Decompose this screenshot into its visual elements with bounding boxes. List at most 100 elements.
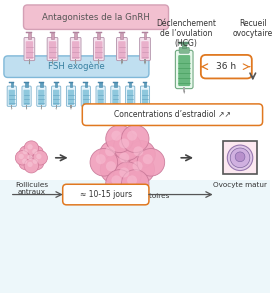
- FancyBboxPatch shape: [111, 86, 120, 106]
- Bar: [119, 32, 125, 33]
- FancyBboxPatch shape: [178, 55, 190, 86]
- FancyBboxPatch shape: [9, 90, 15, 105]
- FancyBboxPatch shape: [72, 41, 79, 59]
- FancyBboxPatch shape: [127, 90, 133, 105]
- Polygon shape: [98, 63, 99, 65]
- Circle shape: [235, 152, 245, 162]
- Bar: [144, 59, 146, 63]
- Bar: [11, 105, 12, 108]
- Bar: [113, 82, 118, 83]
- FancyBboxPatch shape: [22, 86, 31, 106]
- Bar: [25, 82, 28, 87]
- FancyBboxPatch shape: [52, 86, 61, 106]
- Circle shape: [132, 161, 143, 171]
- Circle shape: [23, 149, 28, 154]
- Polygon shape: [11, 108, 12, 110]
- Circle shape: [227, 145, 253, 170]
- Bar: [73, 32, 79, 33]
- Circle shape: [119, 139, 129, 149]
- Bar: [26, 105, 27, 108]
- Circle shape: [114, 162, 141, 189]
- Circle shape: [106, 125, 133, 152]
- FancyBboxPatch shape: [4, 56, 149, 78]
- Circle shape: [127, 175, 137, 185]
- FancyBboxPatch shape: [118, 41, 126, 59]
- FancyBboxPatch shape: [47, 37, 58, 61]
- FancyBboxPatch shape: [49, 41, 56, 59]
- Circle shape: [121, 125, 149, 152]
- Circle shape: [15, 151, 30, 165]
- Bar: [41, 105, 42, 108]
- FancyBboxPatch shape: [116, 37, 127, 61]
- Polygon shape: [129, 108, 131, 110]
- Circle shape: [30, 155, 44, 170]
- Polygon shape: [100, 108, 101, 110]
- Polygon shape: [75, 63, 76, 65]
- Text: Déclenchement
de l’ovulation
(HCG): Déclenchement de l’ovulation (HCG): [156, 19, 216, 49]
- Circle shape: [128, 141, 155, 168]
- Circle shape: [27, 155, 33, 160]
- Circle shape: [114, 133, 141, 160]
- Bar: [39, 82, 44, 83]
- Circle shape: [137, 149, 165, 176]
- Bar: [183, 87, 185, 91]
- Bar: [142, 32, 148, 33]
- FancyBboxPatch shape: [38, 90, 44, 105]
- Text: Antagonistes de la GnRH: Antagonistes de la GnRH: [42, 13, 150, 22]
- Bar: [85, 105, 86, 108]
- Bar: [55, 82, 57, 87]
- FancyBboxPatch shape: [7, 86, 16, 106]
- Text: Concentrations d’estradiol ↗↗: Concentrations d’estradiol ↗↗: [114, 110, 231, 119]
- Circle shape: [100, 156, 128, 183]
- FancyBboxPatch shape: [112, 90, 119, 105]
- Polygon shape: [121, 63, 123, 65]
- Circle shape: [96, 154, 106, 164]
- FancyBboxPatch shape: [70, 37, 81, 61]
- Text: FSH exogène: FSH exogène: [48, 62, 105, 71]
- Circle shape: [32, 149, 38, 154]
- FancyBboxPatch shape: [23, 5, 169, 29]
- Bar: [51, 33, 54, 38]
- Bar: [29, 59, 30, 63]
- Circle shape: [105, 146, 115, 156]
- Text: 36 h: 36 h: [216, 62, 237, 71]
- Bar: [120, 33, 123, 38]
- Bar: [99, 82, 102, 87]
- FancyBboxPatch shape: [140, 37, 150, 61]
- Bar: [55, 105, 57, 108]
- Bar: [223, 141, 257, 174]
- FancyBboxPatch shape: [23, 90, 30, 105]
- Circle shape: [33, 159, 38, 164]
- FancyBboxPatch shape: [93, 37, 104, 61]
- FancyBboxPatch shape: [95, 41, 102, 59]
- Bar: [144, 33, 147, 38]
- FancyBboxPatch shape: [141, 41, 149, 59]
- Bar: [9, 82, 14, 83]
- Circle shape: [19, 146, 34, 160]
- Circle shape: [24, 152, 39, 166]
- Bar: [100, 105, 101, 108]
- Bar: [98, 59, 99, 63]
- Polygon shape: [52, 63, 53, 65]
- Bar: [121, 59, 123, 63]
- FancyBboxPatch shape: [83, 90, 89, 105]
- Bar: [70, 82, 72, 87]
- FancyBboxPatch shape: [126, 86, 135, 106]
- Polygon shape: [55, 108, 57, 110]
- Bar: [28, 33, 31, 38]
- Text: Recueil
ovocytaire: Recueil ovocytaire: [233, 19, 273, 38]
- Circle shape: [112, 175, 121, 185]
- Bar: [96, 32, 102, 33]
- Bar: [97, 33, 100, 38]
- Circle shape: [36, 154, 41, 159]
- FancyBboxPatch shape: [37, 86, 46, 106]
- FancyBboxPatch shape: [201, 55, 252, 78]
- Bar: [10, 82, 13, 87]
- FancyBboxPatch shape: [140, 86, 150, 106]
- Bar: [40, 82, 43, 87]
- Bar: [182, 43, 186, 48]
- Bar: [52, 59, 53, 63]
- Polygon shape: [144, 108, 146, 110]
- Circle shape: [119, 152, 129, 163]
- FancyBboxPatch shape: [0, 180, 270, 293]
